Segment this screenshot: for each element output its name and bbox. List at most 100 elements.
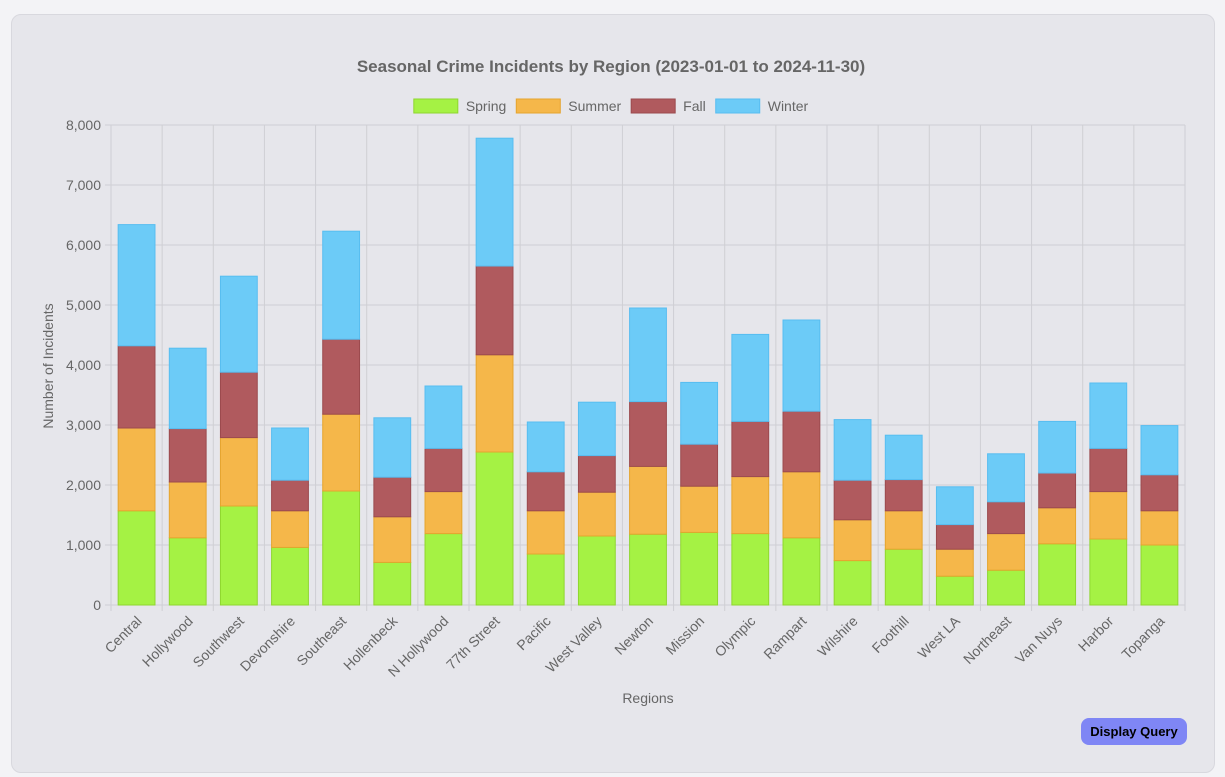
bar-spring: [629, 533, 667, 606]
x-tick-label: 77th Street: [443, 613, 503, 673]
bar-spring: [884, 548, 923, 606]
bar-spring: [987, 569, 1025, 606]
bar-fall: [219, 371, 258, 439]
bar-summer: [680, 485, 719, 533]
bar-summer: [424, 491, 463, 535]
bar-fall: [475, 265, 514, 356]
bar-winter: [219, 275, 258, 373]
bar-spring: [117, 510, 156, 606]
bar-summer: [629, 465, 667, 535]
x-tick-label: Devonshire: [237, 613, 299, 675]
bar-summer: [935, 548, 974, 577]
bar-winter: [1038, 420, 1077, 474]
x-axis-title: Regions: [622, 690, 673, 706]
bar-winter: [1140, 425, 1179, 476]
bar-winter: [424, 385, 463, 449]
bar-spring: [935, 575, 974, 606]
bar-fall: [577, 455, 616, 493]
y-tick-label: 5,000: [66, 297, 101, 313]
bar-fall: [1140, 474, 1179, 512]
y-axis-title: Number of Incidents: [40, 303, 56, 428]
bar-summer: [833, 519, 872, 562]
x-tick-label: Olympic: [711, 613, 758, 660]
x-tick-label: West LA: [914, 612, 963, 661]
bar-fall: [629, 401, 667, 467]
x-tick-label: Hollywood: [139, 613, 196, 670]
x-tick-label: Van Nuys: [1012, 613, 1066, 667]
bar-winter: [168, 347, 207, 430]
legend-label-spring: Spring: [466, 98, 506, 114]
y-tick-label: 8,000: [66, 117, 101, 133]
bar-winter: [117, 224, 156, 347]
bar-summer: [577, 491, 616, 537]
y-tick-label: 4,000: [66, 357, 101, 373]
bar-fall: [424, 447, 463, 493]
x-tick-label: Foothill: [869, 613, 912, 656]
bar-spring: [373, 561, 412, 606]
bar-winter: [577, 401, 616, 457]
y-tick-label: 0: [93, 597, 101, 613]
bar-fall: [731, 420, 770, 478]
chart-title: Seasonal Crime Incidents by Region (2023…: [357, 57, 865, 76]
y-tick-label: 6,000: [66, 237, 101, 253]
legend-label-fall: Fall: [683, 98, 706, 114]
bar-summer: [1038, 507, 1077, 545]
bar-summer: [271, 510, 309, 548]
legend: Spring Summer Fall Winter: [413, 98, 809, 114]
bar-fall: [987, 501, 1025, 535]
bar-spring: [475, 451, 514, 606]
bar-winter: [987, 453, 1025, 503]
bar-spring: [1140, 544, 1179, 606]
bar-summer: [475, 354, 514, 453]
bar-summer: [782, 471, 821, 539]
bar-spring: [833, 560, 872, 606]
x-tick-label: Topanga: [1118, 613, 1167, 662]
bar-spring: [1089, 538, 1128, 606]
bar-winter: [373, 417, 412, 478]
x-tick-label: Mission: [662, 613, 707, 658]
y-tick-label: 2,000: [66, 477, 101, 493]
bar-winter: [782, 319, 821, 412]
bar-summer: [987, 533, 1025, 571]
bar-spring: [782, 537, 821, 606]
bar-fall: [117, 345, 156, 429]
bar-winter: [322, 230, 361, 340]
bar-fall: [168, 428, 207, 483]
bar-winter: [526, 421, 565, 473]
bar-fall: [833, 479, 872, 521]
bars: [117, 137, 1179, 606]
bar-spring: [680, 531, 719, 606]
bar-summer: [1089, 491, 1128, 540]
x-tick-label: Rampart: [760, 613, 809, 662]
x-axis-ticks: CentralHollywoodSouthwestDevonshireSouth…: [101, 612, 1167, 680]
bar-winter: [629, 307, 667, 403]
bar-spring: [577, 535, 616, 606]
bar-fall: [271, 479, 309, 512]
legend-label-summer: Summer: [568, 98, 621, 114]
legend-swatch-fall: [630, 98, 676, 114]
y-tick-label: 7,000: [66, 177, 101, 193]
bar-spring: [271, 546, 309, 606]
bar-winter: [935, 486, 974, 526]
legend-swatch-winter: [715, 98, 761, 114]
x-tick-label: Northeast: [960, 613, 1014, 667]
bar-fall: [322, 338, 361, 415]
legend-swatch-spring: [413, 98, 459, 114]
bar-spring: [526, 553, 565, 606]
bar-summer: [731, 476, 770, 535]
x-tick-label: Wilshire: [814, 613, 861, 660]
legend-swatch-summer: [515, 98, 561, 114]
bar-fall: [884, 479, 923, 512]
bar-summer: [526, 510, 565, 555]
bar-winter: [680, 381, 719, 445]
display-query-button[interactable]: Display Query: [1081, 718, 1187, 745]
bar-spring: [1038, 543, 1077, 606]
bar-fall: [1089, 447, 1128, 493]
y-tick-label: 1,000: [66, 537, 101, 553]
bar-winter: [731, 333, 770, 422]
bar-summer: [884, 510, 923, 550]
x-tick-label: Central: [101, 613, 144, 656]
x-tick-label: Newton: [611, 613, 656, 658]
bar-spring: [219, 505, 258, 606]
